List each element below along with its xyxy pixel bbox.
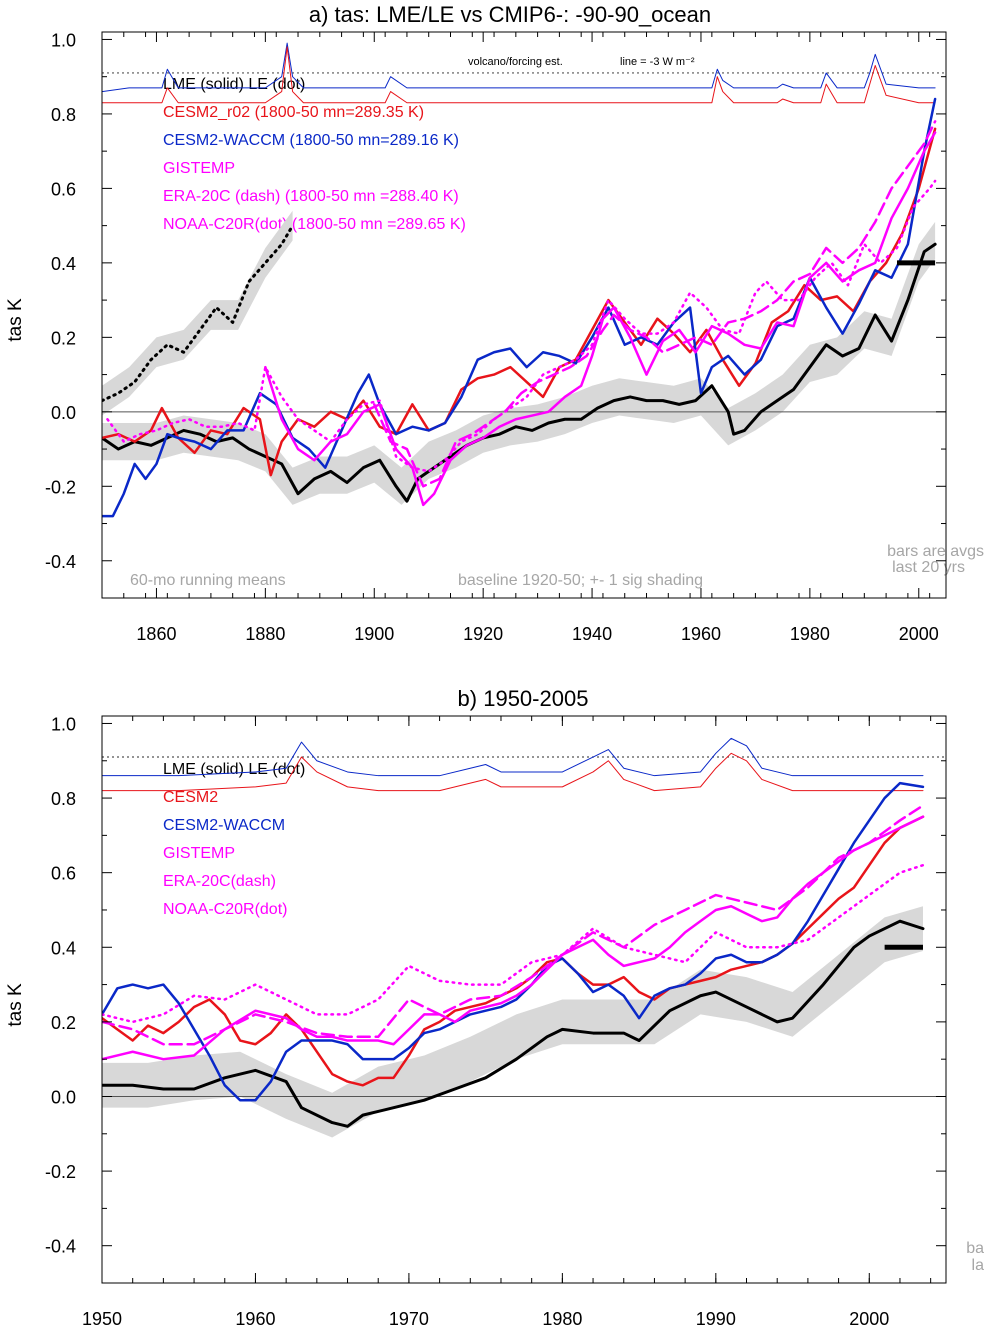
- panel-a-ytick-label: 0.4: [51, 254, 76, 274]
- panel-a-ytick-label: -0.2: [45, 477, 76, 497]
- panel-a-note-right-2: last 20 yrs: [892, 559, 965, 576]
- panel-a-legend-1: CESM2_r02 (1800-50 mn=289.35 K): [163, 104, 424, 121]
- panel-b-legend-1: CESM2: [163, 789, 218, 806]
- panel-a-xtick-label: 2000: [899, 624, 939, 644]
- panel-b-frame: [101, 715, 947, 1284]
- panel-a-title: a) tas: LME/LE vs CMIP6-: -90-90_ocean: [309, 2, 711, 27]
- panel-b-series-cesm2-waccm: [102, 781, 925, 1102]
- panel-a-volcano-label: volcano/forcing est.: [468, 56, 563, 68]
- panel-b-ytick-label: -0.2: [45, 1162, 76, 1182]
- panel-b-xtick-label: 1970: [389, 1309, 429, 1325]
- panel-b: b) 1950-2005 tas K LME (solid) LE (dot) …: [5, 686, 984, 1325]
- panel-b-xtick-label: 1950: [82, 1309, 122, 1325]
- panel-a-xtick-label: 1860: [136, 624, 176, 644]
- panel-a-xtick-label: 1980: [790, 624, 830, 644]
- panel-a-xtick-label: 1920: [463, 624, 503, 644]
- panel-a-series-cesm2-waccm: [102, 97, 937, 518]
- panel-b-title: b) 1950-2005: [458, 686, 589, 711]
- panel-b-ylabel: tas K: [5, 983, 26, 1027]
- panel-b-legend-2: CESM2-WACCM: [163, 817, 285, 834]
- panel-a-series-cesm2-r02: [102, 127, 937, 477]
- panel-a-xtick-label: 1940: [572, 624, 612, 644]
- panel-a-ytick-label: 0.8: [51, 105, 76, 125]
- panel-b-ytick-label: 0.0: [51, 1087, 76, 1107]
- panel-a-ytick-label: 0.0: [51, 403, 76, 423]
- panel-b-ytick-label: 0.4: [51, 938, 76, 958]
- panel-b-note-right-2: la: [972, 1257, 984, 1274]
- panel-a-legend-4: ERA-20C (dash) (1800-50 mn =288.40 K): [163, 188, 459, 205]
- panel-a-lme-band: [102, 221, 936, 505]
- panel-b-xtick-label: 1980: [542, 1309, 582, 1325]
- panel-b-lme-band: [102, 906, 923, 1138]
- panel-b-xtick-label: 1960: [235, 1309, 275, 1325]
- panel-b-plot-area: [102, 737, 946, 1138]
- panel-a-series-lme-solid: [102, 242, 937, 503]
- panel-b-series-lme-solid: [102, 919, 925, 1128]
- panel-a-xtick-label: 1880: [245, 624, 285, 644]
- panel-b-xtick-label: 2000: [849, 1309, 889, 1325]
- panel-a-plot-area: [102, 42, 946, 518]
- panel-a-ytick-label: 1.0: [51, 30, 76, 50]
- panel-a-series-le-dot: [102, 224, 295, 403]
- panel-b-legend-3: GISTEMP: [163, 845, 235, 862]
- panel-a-volcano-cesm2-line: [102, 46, 936, 104]
- panel-a-frame: [101, 31, 947, 599]
- panel-a-legend-0: LME (solid) LE (dot): [163, 76, 305, 93]
- panel-a-volcano-waccm-line: [102, 42, 936, 93]
- panel-a-ytick-label: 0.6: [51, 179, 76, 199]
- panel-a-ylabel: tas K: [5, 298, 26, 342]
- panel-b-xtick-label: 1990: [696, 1309, 736, 1325]
- panel-a-ytick-label: -0.4: [45, 552, 76, 572]
- panel-b-note-right-1: ba: [966, 1240, 984, 1257]
- panel-b-ytick-label: 0.2: [51, 1013, 76, 1033]
- panel-a-note-left: 60-mo running means: [130, 572, 286, 589]
- panel-a-legend-5: NOAA-C20R(dot) (1800-50 mn =289.65 K): [163, 216, 466, 233]
- panel-a-ytick-label: 0.2: [51, 328, 76, 348]
- panel-b-legend-0: LME (solid) LE (dot): [163, 761, 305, 778]
- panel-a-le-band: [102, 210, 293, 416]
- panel-b-legend-5: NOAA-C20R(dot): [163, 901, 287, 918]
- panel-a: a) tas: LME/LE vs CMIP6-: -90-90_ocean t…: [5, 2, 984, 644]
- panel-a-xtick-label: 1900: [354, 624, 394, 644]
- panel-b-ytick-label: 1.0: [51, 714, 76, 734]
- panel-a-legend-2: CESM2-WACCM (1800-50 mn=289.16 K): [163, 132, 459, 149]
- panel-a-note-right-1: bars are avgs: [887, 543, 984, 560]
- panel-a-series-noaa-c20r: [106, 179, 937, 473]
- panel-b-legend-4: ERA-20C(dash): [163, 873, 276, 890]
- panel-b-ytick-label: 0.8: [51, 789, 76, 809]
- panel-a-line-label: line = -3 W m⁻²: [620, 56, 695, 68]
- panel-b-series-noaa-c20r: [102, 863, 925, 1024]
- panel-a-series-era-20c: [373, 120, 937, 488]
- panel-a-xtick-label: 1960: [681, 624, 721, 644]
- panel-b-volcano-cesm2-line: [102, 752, 924, 792]
- panel-b-series-era-20c: [102, 804, 925, 1046]
- panel-b-ytick-label: 0.6: [51, 864, 76, 884]
- panel-b-ytick-label: -0.4: [45, 1237, 76, 1257]
- panel-a-legend-3: GISTEMP: [163, 160, 235, 177]
- panel-a-note-center: baseline 1920-50; +- 1 sig shading: [458, 572, 703, 589]
- panel-b-volcano-waccm-line: [102, 737, 924, 777]
